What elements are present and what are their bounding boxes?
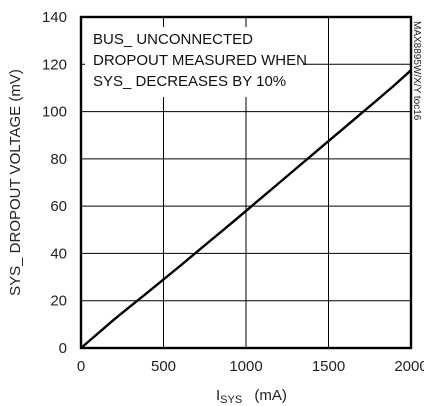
annotation-line-3: SYS_ DECREASES BY 10% [93, 73, 286, 90]
x-tick-label: 1000 [229, 358, 262, 375]
x-axis-title-unit: (mA) [254, 387, 287, 404]
y-axis-ticks: 0 20 40 60 80 100 120 140 [42, 9, 67, 357]
x-tick-label: 2000 [394, 358, 424, 375]
x-axis-title-name: ISYS [216, 387, 242, 406]
x-axis-title-subscript: SYS [220, 394, 242, 406]
x-axis-title: ISYS (mA) [216, 387, 287, 406]
annotation-line-1: BUS_ UNCONNECTED [93, 31, 253, 48]
x-tick-label: 1500 [312, 358, 345, 375]
x-tick-label: 500 [151, 358, 176, 375]
figure-code: MAX8895W/X/Y toc16 [411, 21, 422, 121]
y-tick-label: 40 [50, 245, 67, 262]
x-axis-ticks: 0 500 1000 1500 2000 [77, 358, 424, 375]
y-tick-label: 140 [42, 9, 67, 26]
y-tick-label: 0 [59, 340, 67, 357]
x-tick-label: 0 [77, 358, 85, 375]
y-tick-label: 80 [50, 151, 67, 168]
annotation-line-2: DROPOUT MEASURED WHEN [93, 52, 307, 69]
y-axis-title: SYS_ DROPOUT VOLTAGE (mV) [7, 69, 24, 296]
y-tick-label: 100 [42, 104, 67, 121]
y-tick-label: 120 [42, 56, 67, 73]
y-tick-label: 20 [50, 293, 67, 310]
y-tick-label: 60 [50, 198, 67, 215]
